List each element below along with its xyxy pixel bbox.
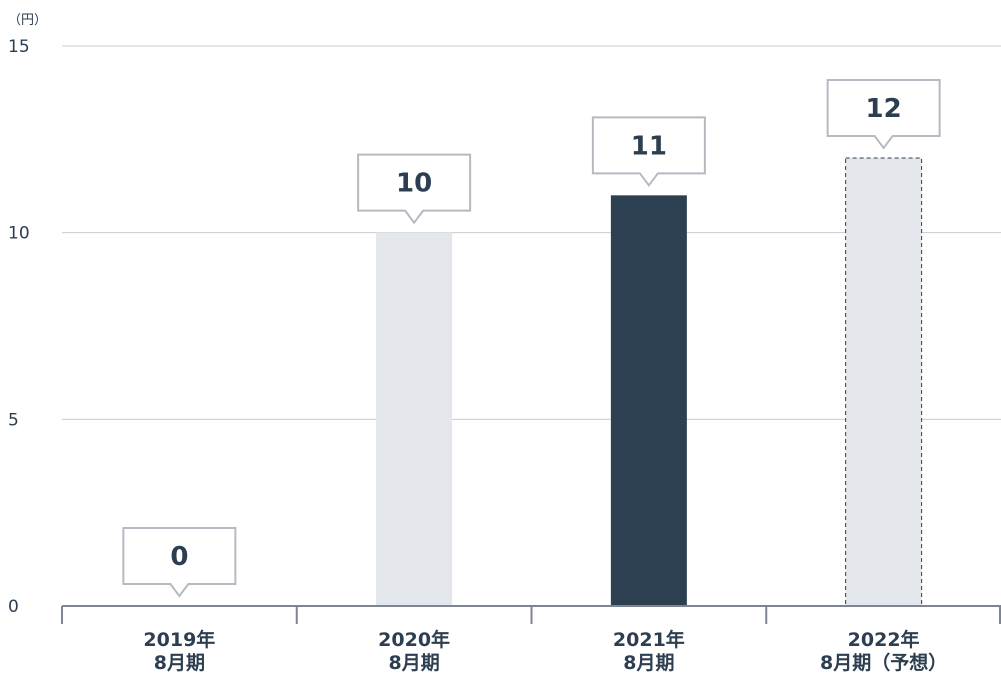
x-tick-label: 8月期 xyxy=(623,652,674,674)
x-tick-label: 2019年 xyxy=(143,628,215,651)
x-tick-label: 2021年 xyxy=(613,628,685,651)
y-tick-label: 10 xyxy=(8,224,30,244)
data-label: 0 xyxy=(170,542,188,572)
data-label: 10 xyxy=(396,169,432,199)
y-tick-label: 5 xyxy=(8,410,19,430)
data-label-callout xyxy=(591,116,706,187)
bar xyxy=(610,195,687,607)
y-tick-label: 0 xyxy=(8,597,19,617)
data-label-callout xyxy=(826,79,941,150)
data-labels: 0 10 11 12 xyxy=(122,79,941,598)
data-label-callout xyxy=(357,153,472,225)
y-axis-unit: （円） xyxy=(8,13,47,28)
y-axis-ticks: 0 5 10 15 xyxy=(8,37,30,617)
x-axis xyxy=(61,605,1001,624)
x-tick-label: 8月期（予想） xyxy=(820,651,947,674)
data-label-callout xyxy=(122,527,237,598)
x-tick-label: 2020年 xyxy=(378,628,450,651)
x-tick-label: 8月期 xyxy=(154,652,205,674)
bar xyxy=(376,232,453,606)
data-label: 11 xyxy=(631,131,667,161)
data-label: 12 xyxy=(866,94,902,124)
x-tick-label: 2022年 xyxy=(848,628,920,651)
x-tick-label: 8月期 xyxy=(389,652,440,674)
bars xyxy=(376,157,923,607)
bar xyxy=(845,157,923,607)
y-tick-label: 15 xyxy=(8,37,30,57)
gridlines xyxy=(62,45,1001,420)
